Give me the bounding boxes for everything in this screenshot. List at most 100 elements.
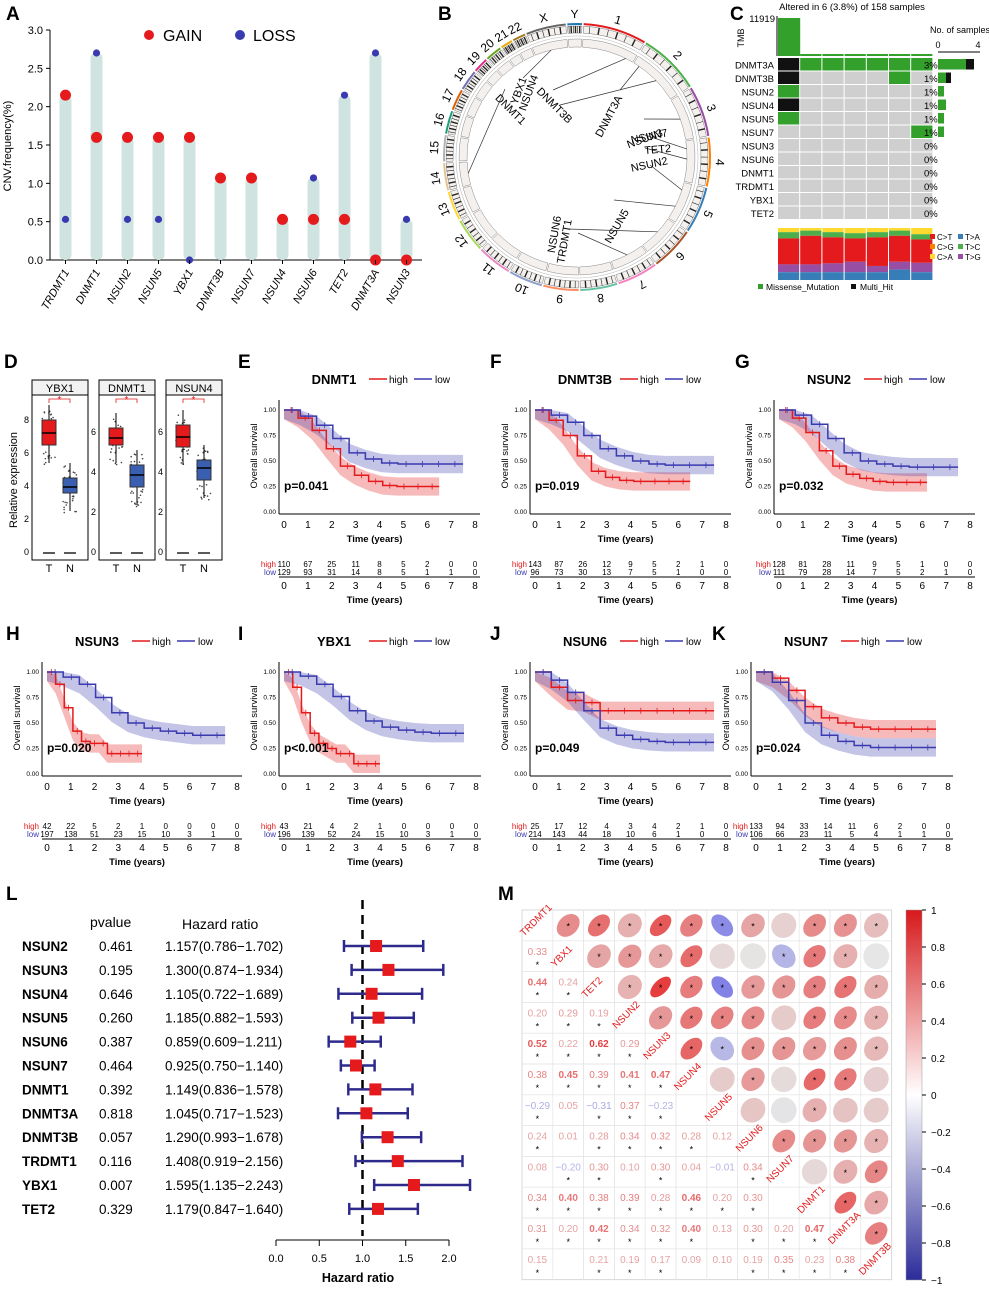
ideogram-band bbox=[472, 232, 479, 237]
risk-count-low: 10 bbox=[626, 830, 635, 839]
forest-hr-marker bbox=[365, 987, 378, 1000]
corr-value-star: * bbox=[536, 1268, 540, 1278]
snv-legend-swatch bbox=[958, 254, 963, 259]
corr-value-star: * bbox=[566, 1175, 570, 1185]
oncoplot-cell bbox=[778, 179, 800, 192]
expression-point bbox=[179, 456, 182, 459]
snv-stack bbox=[866, 272, 888, 280]
risk-count-high: 42 bbox=[43, 822, 52, 831]
tmb-bar bbox=[911, 54, 933, 56]
chromosome-inner-ideogram bbox=[517, 251, 549, 272]
corr-star: * bbox=[844, 1137, 848, 1147]
forest-gene: DNMT1 bbox=[22, 1082, 69, 1097]
panel-letter: K bbox=[712, 624, 726, 645]
risk-count-high: 2 bbox=[898, 822, 903, 831]
side-bar bbox=[938, 72, 946, 83]
forest-gene: NSUN2 bbox=[22, 939, 68, 954]
oncoplot-cell bbox=[844, 71, 866, 84]
oncoplot-cell bbox=[911, 98, 933, 111]
corr-value-star: * bbox=[751, 1206, 755, 1216]
expression-point bbox=[52, 416, 54, 419]
ideogram-band bbox=[458, 99, 466, 104]
tmb-bar bbox=[778, 18, 801, 56]
chromosome-inner-ideogram bbox=[683, 139, 696, 184]
risk-x-axis-label: Time (years) bbox=[109, 857, 165, 868]
km-y-tick: 0.25 bbox=[26, 746, 39, 753]
chromosome-color-band bbox=[512, 33, 526, 42]
km-y-tick: 1.00 bbox=[514, 407, 527, 414]
km-curve bbox=[535, 409, 715, 466]
chromosome-ideogram bbox=[510, 263, 545, 284]
risk-count-low: 23 bbox=[114, 830, 123, 839]
expression-point bbox=[134, 503, 137, 505]
corr-ellipse bbox=[740, 1097, 766, 1123]
km-x-tick: 1 bbox=[777, 782, 783, 793]
risk-count-high: 110 bbox=[278, 560, 291, 569]
km-x-tick: 4 bbox=[628, 520, 634, 531]
km-x-tick: 4 bbox=[628, 782, 634, 793]
risk-count-low: 15 bbox=[376, 830, 385, 839]
corr-value: 0.40 bbox=[558, 1193, 578, 1204]
forest-hr-marker bbox=[407, 1179, 420, 1191]
chromosome-ideogram bbox=[450, 189, 468, 219]
chromosome-inner-ideogram bbox=[668, 182, 693, 223]
corr-value: 0.32 bbox=[651, 1224, 671, 1235]
oncoplot-cell bbox=[778, 58, 800, 71]
forest-x-tick-label: 1.5 bbox=[398, 1253, 413, 1265]
km-x-tick: 1 bbox=[556, 520, 562, 531]
km-curve bbox=[535, 671, 715, 744]
cnv-gene-label: NSUN5 bbox=[136, 267, 165, 306]
tmb-bar bbox=[866, 54, 888, 56]
km-pvalue: p=0.049 bbox=[535, 741, 580, 755]
cnv-bar bbox=[214, 177, 227, 260]
km-y-tick: 0.25 bbox=[514, 746, 527, 753]
ideogram-band bbox=[558, 279, 562, 287]
ideogram-band bbox=[479, 68, 486, 75]
legend-gain-label: GAIN bbox=[163, 28, 202, 45]
chromosome-inner-ideogram bbox=[497, 60, 514, 77]
gene-link-line bbox=[467, 88, 506, 174]
chromosome-color-band bbox=[461, 71, 476, 90]
colorbar-tick-label: 0.2 bbox=[931, 1054, 945, 1065]
cnv-gain-point bbox=[184, 131, 195, 143]
km-y-tick: 0.75 bbox=[263, 695, 276, 702]
risk-label-high: high bbox=[512, 560, 527, 569]
corr-value-star: * bbox=[628, 1268, 632, 1278]
legend-high-label: high bbox=[861, 637, 880, 648]
risk-count-low: 197 bbox=[40, 830, 54, 839]
legend-low-label: low bbox=[930, 375, 946, 386]
risk-x-tick: 8 bbox=[967, 581, 973, 592]
km-x-axis-label: Time (years) bbox=[347, 534, 403, 545]
corr-ellipse bbox=[803, 1068, 826, 1091]
forest-hr-marker bbox=[369, 1083, 382, 1096]
chromosome-color-band bbox=[445, 110, 454, 134]
risk-count-high: 5 bbox=[652, 560, 657, 569]
corr-value: 0.46 bbox=[682, 1193, 702, 1204]
ideogram-band bbox=[626, 270, 630, 278]
risk-label-high: high bbox=[512, 822, 527, 831]
expression-point bbox=[183, 448, 186, 451]
km-x-tick: 0 bbox=[753, 782, 759, 793]
oncoplot-gene-label: NSUN4 bbox=[742, 101, 774, 112]
oncoplot-gene-label: NSUN2 bbox=[742, 88, 774, 99]
oncoplot-cell bbox=[822, 98, 844, 111]
expression-point bbox=[201, 498, 203, 500]
snv-stack bbox=[844, 238, 866, 262]
oncoplot-cell bbox=[911, 166, 933, 179]
corr-value: 0.34 bbox=[528, 1193, 548, 1204]
km-x-tick: 5 bbox=[401, 520, 407, 531]
expression-point bbox=[63, 511, 66, 514]
tmb-bar bbox=[800, 54, 822, 56]
corr-value-star: * bbox=[628, 1083, 632, 1093]
ideogram-band bbox=[669, 239, 675, 245]
corr-value: 0.23 bbox=[805, 1255, 825, 1266]
forest-gene: DNMT3B bbox=[22, 1130, 78, 1145]
corr-gene-label: NSUN6 bbox=[734, 1122, 766, 1154]
corr-value-star: * bbox=[628, 1114, 632, 1124]
risk-count-high: 43 bbox=[280, 822, 289, 831]
oncoplot-gene-label: DNMT3A bbox=[735, 61, 775, 72]
km-y-tick: 1.00 bbox=[735, 669, 748, 676]
risk-x-tick: 8 bbox=[473, 843, 479, 854]
